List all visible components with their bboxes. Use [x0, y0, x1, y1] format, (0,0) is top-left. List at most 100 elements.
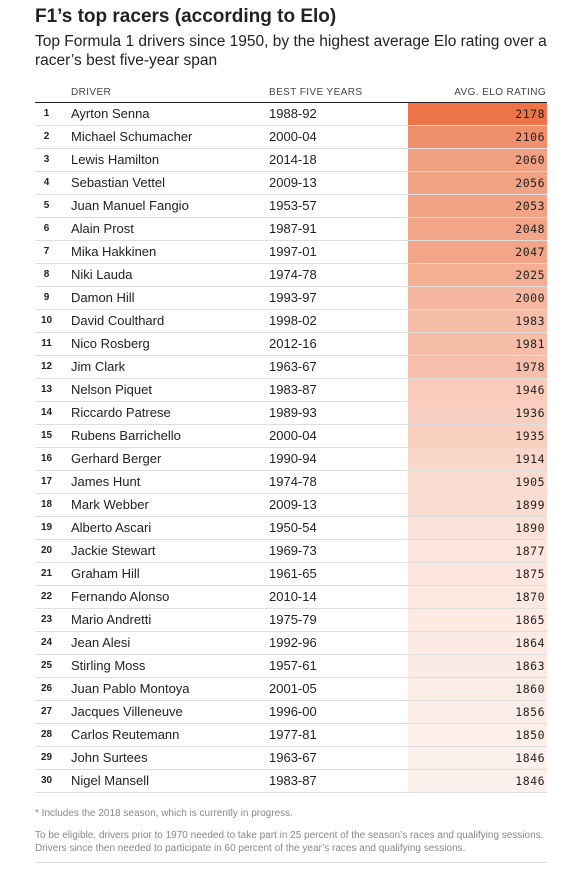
row-years: 1989-93 [269, 405, 317, 420]
row-driver: Mark Webber [71, 497, 149, 512]
row-elo-cell: 1846 [408, 770, 547, 792]
row-years: 1974-78 [269, 474, 317, 489]
row-elo-cell: 2053 [408, 195, 547, 217]
row-years: 1953-57 [269, 198, 317, 213]
table-row: 4 Sebastian Vettel 2009-13 2056 [35, 172, 547, 195]
table-row: 8 Niki Lauda 1974-78 2025 [35, 264, 547, 287]
table-row: 2 Michael Schumacher 2000-04 2106 [35, 126, 547, 149]
row-driver: John Surtees [71, 750, 148, 765]
row-rank: 5 [43, 200, 50, 211]
table-row: 20 Jackie Stewart 1969-73 1877 [35, 540, 547, 563]
table-body: 1 Ayrton Senna 1988-92 2178 2 Michael Schumac… [35, 103, 547, 793]
row-rank: 15 [40, 430, 53, 441]
row-years: 2000-04 [269, 129, 317, 144]
footer-divider [35, 862, 547, 863]
row-driver: Nigel Mansell [71, 773, 150, 788]
row-years: 1997-01 [269, 244, 317, 259]
row-elo-cell: 1877 [408, 540, 547, 562]
table-row: 18 Mark Webber 2009-13 1899 [35, 494, 547, 517]
row-driver: Sebastian Vettel [71, 175, 165, 190]
row-rank: 9 [43, 292, 50, 303]
row-rank: 17 [40, 476, 53, 487]
row-elo-cell: 1899 [408, 494, 547, 516]
row-driver: Stirling Moss [71, 658, 146, 673]
table-row: 10 David Coulthard 1998-02 1983 [35, 310, 547, 333]
row-years: 1998-02 [269, 313, 317, 328]
column-header-driver: DRIVER [71, 87, 112, 98]
table-row: 3 Lewis Hamilton 2014-18 2060 [35, 149, 547, 172]
table-row: 25 Stirling Moss 1957-61 1863 [35, 655, 547, 678]
row-rank: 20 [40, 545, 53, 556]
row-rank: 30 [40, 775, 53, 786]
header-divider [35, 102, 547, 103]
row-driver: James Hunt [71, 474, 141, 489]
row-elo-cell: 1860 [408, 678, 547, 700]
table-row: 30 Nigel Mansell 1983-87 1846 [35, 770, 547, 793]
row-rank: 23 [40, 614, 53, 625]
chart-subtitle: Top Formula 1 drivers since 1950, by the… [35, 33, 547, 69]
row-elo-cell: 1875 [408, 563, 547, 585]
row-driver: Alberto Ascari [71, 520, 152, 535]
row-years: 1957-61 [269, 658, 317, 673]
row-rank: 1 [43, 108, 50, 119]
chart-title: F1’s top racers (according to Elo) [35, 6, 337, 27]
row-elo-cell: 2025 [408, 264, 547, 286]
row-elo-cell: 1978 [408, 356, 547, 378]
row-years: 2012-16 [269, 336, 317, 351]
table-row: 19 Alberto Ascari 1950-54 1890 [35, 517, 547, 540]
row-rank: 12 [40, 361, 53, 372]
row-years: 2000-04 [269, 428, 317, 443]
row-driver: Graham Hill [71, 566, 140, 581]
footnote-eligibility: To be eligible, drivers prior to 1970 ne… [35, 830, 544, 854]
row-rank: 14 [40, 407, 53, 418]
row-years: 1969-73 [269, 543, 317, 558]
row-rank: 11 [41, 338, 52, 349]
row-elo-cell: 1865 [408, 609, 547, 631]
column-header-elo: AVG. ELO RATING [454, 87, 546, 98]
row-driver: Riccardo Patrese [71, 405, 171, 420]
row-years: 2009-13 [269, 175, 317, 190]
table-row: 6 Alain Prost 1987-91 2048 [35, 218, 547, 241]
row-driver: Gerhard Berger [71, 451, 162, 466]
row-driver: Damon Hill [71, 290, 135, 305]
row-rank: 4 [43, 177, 50, 188]
row-rank: 2 [43, 131, 50, 142]
row-years: 1961-65 [269, 566, 317, 581]
row-elo-cell: 2000 [408, 287, 547, 309]
row-driver: Jean Alesi [71, 635, 131, 650]
row-elo-cell: 2047 [408, 241, 547, 263]
row-elo-cell: 1863 [408, 655, 547, 677]
row-driver: David Coulthard [71, 313, 165, 328]
table-row: 28 Carlos Reutemann 1977-81 1850 [35, 724, 547, 747]
row-driver: Nelson Piquet [71, 382, 152, 397]
table-row: 29 John Surtees 1963-67 1846 [35, 747, 547, 770]
table-row: 11 Nico Rosberg 2012-16 1981 [35, 333, 547, 356]
row-rank: 18 [40, 499, 53, 510]
row-rank: 28 [40, 729, 53, 740]
row-years: 2014-18 [269, 152, 317, 167]
table-row: 13 Nelson Piquet 1983-87 1946 [35, 379, 547, 402]
column-header-years: BEST FIVE YEARS [269, 87, 363, 98]
row-rank: 8 [43, 269, 50, 280]
row-years: 2010-14 [269, 589, 317, 604]
table-row: 12 Jim Clark 1963-67 1978 [35, 356, 547, 379]
row-rank: 16 [40, 453, 53, 464]
row-rank: 13 [40, 384, 53, 395]
row-years: 1983-87 [269, 382, 317, 397]
row-years: 1963-67 [269, 359, 317, 374]
row-rank: 29 [40, 752, 53, 763]
table-row: 21 Graham Hill 1961-65 1875 [35, 563, 547, 586]
row-elo-cell: 1846 [408, 747, 547, 769]
row-driver: Mario Andretti [71, 612, 152, 627]
row-elo-cell: 1856 [408, 701, 547, 723]
row-driver: Alain Prost [71, 221, 134, 236]
row-driver: Carlos Reutemann [71, 727, 180, 742]
row-elo-cell: 2056 [408, 172, 547, 194]
row-rank: 25 [40, 660, 53, 671]
row-rank: 21 [40, 568, 53, 579]
footnote-season: * Includes the 2018 season, which is cur… [35, 808, 293, 819]
row-elo-cell: 1864 [408, 632, 547, 654]
row-years: 2001-05 [269, 681, 317, 696]
row-elo-cell: 1936 [408, 402, 547, 424]
